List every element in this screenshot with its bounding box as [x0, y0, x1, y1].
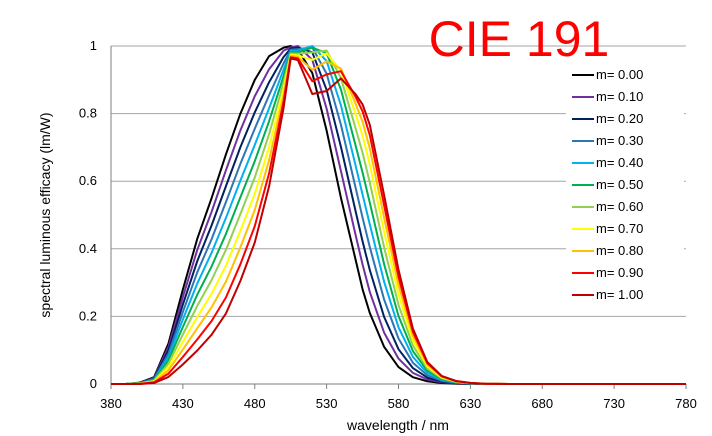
legend-bg	[566, 109, 684, 127]
legend-label: m= 0.80	[596, 243, 643, 258]
legend-bg	[566, 241, 684, 259]
legend-label: m= 0.20	[596, 111, 643, 126]
series-lines	[111, 45, 686, 385]
legend-bg	[566, 219, 684, 237]
legend-label: m= 0.10	[596, 89, 643, 104]
x-tick-label: 630	[460, 396, 482, 411]
x-tick-label: 730	[603, 396, 625, 411]
legend-bg	[566, 87, 684, 105]
legend-label: m= 0.90	[596, 265, 643, 280]
legend-label: m= 1.00	[596, 287, 643, 302]
y-tick-label: 1	[90, 38, 97, 53]
x-tick-label: 780	[675, 396, 697, 411]
legend-label: m= 0.40	[596, 155, 643, 170]
x-tick-label: 680	[531, 396, 553, 411]
x-axis-title: wavelength / nm	[346, 417, 449, 433]
legend-label: m= 0.00	[596, 67, 643, 82]
legend-bg	[566, 131, 684, 149]
tick-labels: 0 0.2 0.4 0.6 0.8 1 380 430 480 530 580 630 680 730 78…	[79, 38, 697, 411]
y-tick-label: 0.2	[79, 308, 97, 323]
y-tick-label: 0.4	[79, 241, 97, 256]
y-tick-label: 0.6	[79, 173, 97, 188]
legend-bg	[566, 285, 684, 303]
x-tick-label: 380	[100, 396, 122, 411]
y-tick-label: 0.8	[79, 106, 97, 121]
legend-bg	[566, 197, 684, 215]
legend-label: m= 0.50	[596, 177, 643, 192]
x-tick-label: 430	[172, 396, 194, 411]
legend-bg	[566, 175, 684, 193]
legend-bg	[566, 263, 684, 281]
legend-label: m= 0.60	[596, 199, 643, 214]
y-axis-title: spectral luminous efficacy (lm/W)	[37, 112, 53, 317]
x-tick-label: 480	[244, 396, 266, 411]
x-tick-label: 580	[388, 396, 410, 411]
y-tick-label: 0	[90, 376, 97, 391]
legend-bg	[566, 65, 684, 83]
x-tick-label: 530	[316, 396, 338, 411]
legend: m= 0.00 m= 0.10 m= 0.20 m= 0.30 m= 0.40 m= 0.…	[566, 65, 684, 303]
legend-label: m= 0.30	[596, 133, 643, 148]
legend-label: m= 0.70	[596, 221, 643, 236]
legend-bg	[566, 153, 684, 171]
overlay-title: CIE 191	[429, 11, 610, 67]
series-line	[111, 57, 686, 385]
